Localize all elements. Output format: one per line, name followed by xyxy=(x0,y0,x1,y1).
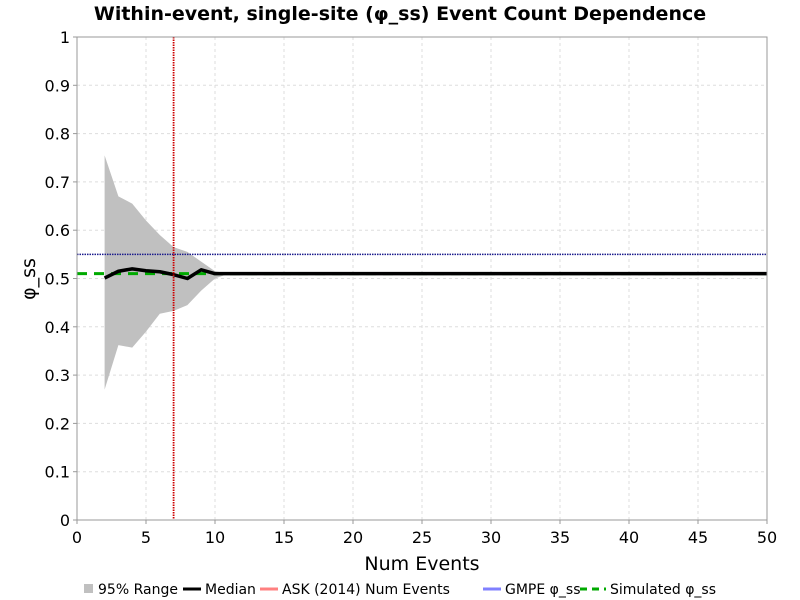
legend-label: 95% Range xyxy=(98,582,178,598)
legend-label: GMPE φ_ss xyxy=(505,582,581,598)
x-tick-label: 35 xyxy=(550,528,570,547)
x-tick-label: 5 xyxy=(141,528,151,547)
x-tick-label: 40 xyxy=(619,528,639,547)
y-tick-label: 0.5 xyxy=(45,270,70,289)
x-tick-label: 0 xyxy=(72,528,82,547)
y-axis-label: φ_ss xyxy=(18,258,40,300)
x-tick-label: 25 xyxy=(412,528,432,547)
y-tick-label: 0 xyxy=(60,511,70,530)
legend-item: GMPE φ_ss xyxy=(483,582,581,598)
y-tick-label: 1 xyxy=(60,28,70,47)
x-tick-label: 20 xyxy=(343,528,363,547)
chart-title: Within-event, single-site (φ_ss) Event C… xyxy=(94,3,706,25)
y-tick-label: 0.7 xyxy=(45,173,70,192)
legend-item: Simulated φ_ss xyxy=(580,582,716,598)
legend-item: ASK (2014) Num Events xyxy=(260,582,450,598)
x-tick-label: 45 xyxy=(688,528,708,547)
legend-swatch xyxy=(84,584,93,593)
y-tick-label: 0.1 xyxy=(45,463,70,482)
legend-label: Median xyxy=(205,582,256,598)
y-tick-label: 0.6 xyxy=(45,221,70,240)
y-tick-label: 0.3 xyxy=(45,366,70,385)
legend: 95% Range Median ASK (2014) Num Events GMPE… xyxy=(84,582,716,598)
y-axis-ticks: 0 0.1 0.2 0.3 0.4 0.5 0.6 0.7 0.8 0.9 1 xyxy=(45,28,77,530)
legend-label: Simulated φ_ss xyxy=(610,582,716,598)
plot-area xyxy=(76,36,768,521)
x-tick-label: 15 xyxy=(274,528,294,547)
legend-label: ASK (2014) Num Events xyxy=(282,582,450,598)
y-tick-label: 0.2 xyxy=(45,414,70,433)
legend-item: 95% Range xyxy=(84,582,178,598)
legend-item: Median xyxy=(183,582,256,598)
x-tick-label: 30 xyxy=(481,528,501,547)
x-tick-label: 10 xyxy=(205,528,225,547)
y-tick-label: 0.8 xyxy=(45,125,70,144)
x-tick-label: 50 xyxy=(757,528,777,547)
x-axis-label: Num Events xyxy=(364,553,479,575)
y-tick-label: 0.9 xyxy=(45,76,70,95)
y-tick-label: 0.4 xyxy=(45,318,70,337)
x-axis-ticks: 0 5 10 15 20 25 30 35 40 45 50 xyxy=(72,520,777,547)
